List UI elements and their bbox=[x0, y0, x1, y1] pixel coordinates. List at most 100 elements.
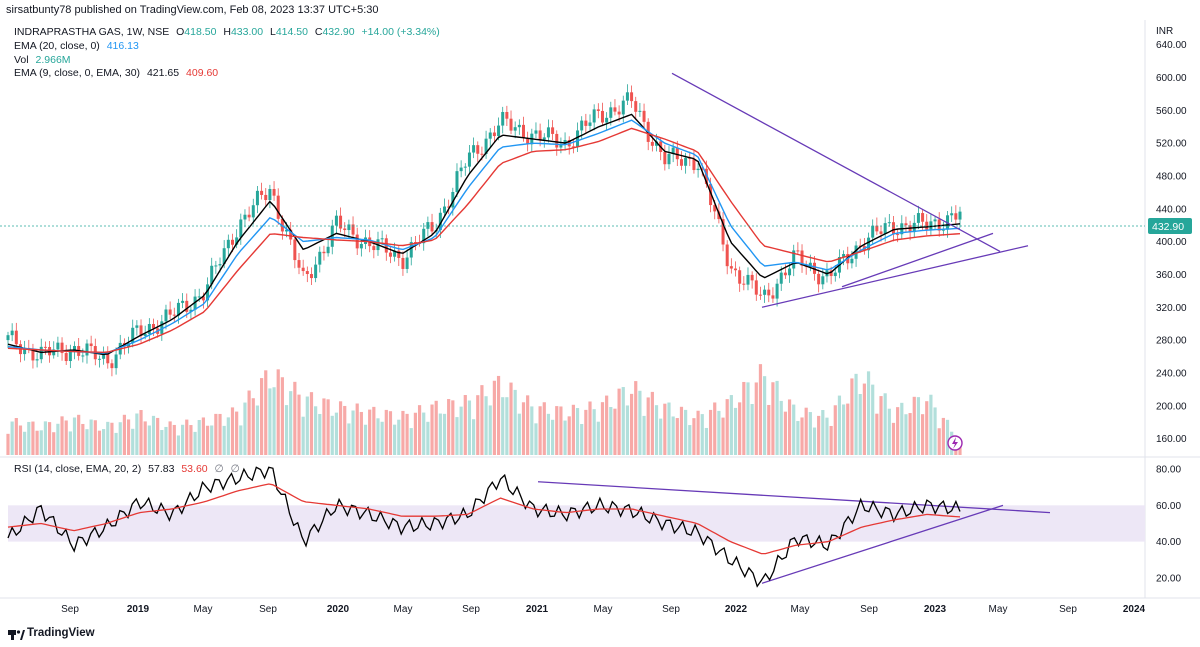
candle-body bbox=[247, 214, 251, 218]
volume-bar bbox=[110, 422, 114, 455]
candle-body bbox=[89, 343, 93, 347]
candle-body bbox=[709, 184, 713, 206]
candle-body bbox=[168, 309, 172, 315]
volume-bar bbox=[463, 395, 467, 455]
volume-bar bbox=[293, 381, 297, 455]
volume-bar bbox=[314, 406, 318, 455]
volume-bar bbox=[27, 421, 31, 455]
price-tick-label: 560.00 bbox=[1156, 106, 1187, 117]
candle-body bbox=[97, 358, 101, 360]
candle-body bbox=[588, 122, 592, 126]
volume-bar bbox=[725, 399, 729, 455]
candle-body bbox=[309, 274, 313, 279]
candle-body bbox=[143, 333, 147, 336]
candle-body bbox=[829, 270, 833, 277]
rsi-tick-label: 60.00 bbox=[1156, 501, 1181, 512]
volume-bar bbox=[222, 425, 226, 455]
candle-body bbox=[81, 355, 85, 357]
candle-body bbox=[85, 343, 89, 356]
candle-body bbox=[455, 171, 459, 192]
candle-body bbox=[210, 265, 214, 285]
volume-bar bbox=[139, 410, 143, 455]
candle-body bbox=[139, 325, 143, 336]
candle-body bbox=[679, 159, 683, 166]
volume-bar bbox=[821, 410, 825, 455]
rsi-tick-label: 20.00 bbox=[1156, 573, 1181, 584]
volume-bar bbox=[393, 424, 397, 455]
volume-bar bbox=[181, 424, 185, 455]
volume-bar bbox=[284, 405, 289, 455]
volume-bar bbox=[846, 403, 850, 455]
volume-bar bbox=[164, 426, 168, 455]
lower-trendline bbox=[761, 245, 1029, 308]
volume-bar bbox=[866, 371, 871, 455]
volume-bar bbox=[617, 388, 621, 455]
volume-bar bbox=[621, 387, 625, 455]
candle-body bbox=[451, 191, 455, 208]
candle-body bbox=[260, 190, 264, 195]
candle-body bbox=[226, 239, 230, 249]
volume-bar bbox=[35, 430, 39, 455]
volume-bar bbox=[355, 403, 359, 455]
last-price-text: 432.90 bbox=[1152, 221, 1184, 233]
candle-body bbox=[929, 221, 933, 230]
candle-body bbox=[904, 223, 908, 226]
candle-body bbox=[692, 158, 696, 171]
candle-body bbox=[35, 359, 39, 361]
candle-body bbox=[817, 273, 821, 285]
candle-body bbox=[393, 250, 397, 257]
volume-bar bbox=[81, 423, 85, 455]
candle-body bbox=[546, 127, 550, 138]
candle-body bbox=[605, 117, 609, 123]
volume-bar bbox=[322, 398, 326, 455]
candle-body bbox=[513, 127, 517, 131]
candle-body bbox=[305, 271, 309, 275]
volume-bar bbox=[156, 417, 160, 455]
trendlines[interactable] bbox=[537, 72, 1051, 584]
candle-body bbox=[559, 145, 563, 148]
candle-body bbox=[958, 211, 962, 220]
volume-bar bbox=[301, 416, 305, 455]
volume-bar bbox=[52, 432, 56, 455]
volume-bar bbox=[47, 422, 52, 455]
volume-bar bbox=[916, 397, 921, 455]
volume-bar bbox=[550, 419, 555, 455]
volume-bar bbox=[122, 414, 127, 455]
volume-bar bbox=[783, 411, 787, 455]
volume-bar bbox=[135, 413, 139, 455]
volume-bar bbox=[659, 418, 663, 455]
volume-bar bbox=[559, 406, 563, 455]
candle-body bbox=[339, 215, 343, 229]
candle-body bbox=[14, 330, 18, 345]
candle-body bbox=[783, 272, 787, 276]
candle-body bbox=[301, 267, 305, 272]
volume-bar bbox=[442, 413, 447, 455]
volume-bar bbox=[825, 417, 829, 455]
volume-bar bbox=[72, 417, 77, 455]
volume-bar bbox=[667, 402, 671, 455]
volume-bar bbox=[937, 428, 941, 455]
candle-body bbox=[775, 283, 779, 299]
symbol-legend: INDRAPRASTHA GAS, 1W, NSE O418.50 H433.0… bbox=[14, 26, 444, 38]
volume-bar bbox=[172, 424, 176, 455]
candle-body bbox=[476, 145, 480, 154]
rsi-extra-2: ∅ bbox=[230, 463, 240, 475]
ema20-label: EMA (20, close, 0) bbox=[14, 40, 100, 52]
volume-bar bbox=[850, 378, 854, 455]
candle-body bbox=[372, 246, 376, 251]
volume-bar bbox=[363, 424, 368, 455]
volume-bar bbox=[226, 417, 230, 455]
candle-body bbox=[871, 225, 875, 238]
ema20-line bbox=[7, 119, 961, 354]
price-tick-label: 280.00 bbox=[1156, 336, 1187, 347]
close-value: 432.90 bbox=[322, 26, 355, 38]
candle-body bbox=[700, 168, 704, 170]
candle-body bbox=[729, 266, 733, 269]
volume-bar bbox=[542, 402, 546, 455]
candle-body bbox=[380, 238, 384, 240]
candle-body bbox=[343, 228, 347, 231]
tradingview-brand: TradingView bbox=[27, 627, 95, 639]
candle-body bbox=[742, 283, 746, 285]
volume-bar bbox=[501, 397, 505, 455]
